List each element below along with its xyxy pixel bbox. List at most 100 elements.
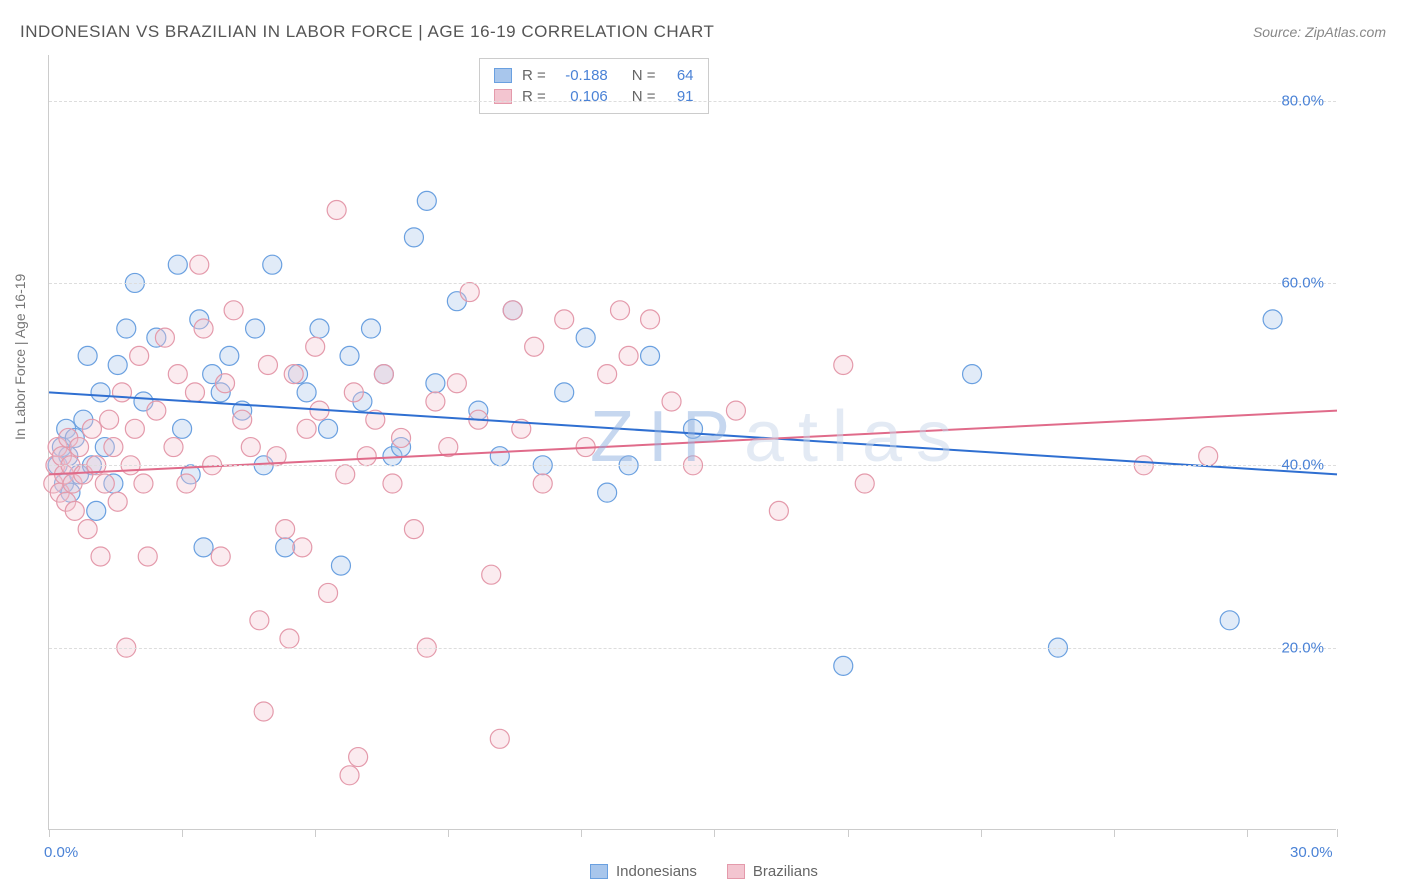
x-tick [448,829,449,837]
data-point [331,556,350,575]
data-point [319,419,338,438]
y-tick-label: 60.0% [1281,274,1324,291]
legend-series-label: Brazilians [753,863,818,880]
data-point [190,255,209,274]
data-point [134,474,153,493]
data-point [258,356,277,375]
data-point [297,383,316,402]
data-point [108,492,127,511]
data-point [417,191,436,210]
gridline [49,648,1336,649]
data-point [241,438,260,457]
data-point [555,383,574,402]
data-point [490,729,509,748]
data-point [168,255,187,274]
data-point [340,346,359,365]
x-tick-label: 0.0% [44,844,78,861]
legend-stats-row: R =-0.188N =64 [494,65,694,86]
data-point [276,538,295,557]
data-point [211,547,230,566]
y-tick-label: 40.0% [1281,457,1324,474]
data-point [619,346,638,365]
data-point [555,310,574,329]
data-point [1263,310,1282,329]
data-point [357,447,376,466]
legend-swatch [727,864,745,879]
data-point [82,419,101,438]
data-point [340,766,359,785]
legend-r-value: 0.106 [556,88,608,105]
data-point [404,228,423,247]
x-tick [1337,829,1338,837]
chart-title: INDONESIAN VS BRAZILIAN IN LABOR FORCE |… [20,22,714,42]
data-point [1199,447,1218,466]
x-tick [49,829,50,837]
data-point [1220,611,1239,630]
data-point [246,319,265,338]
data-point [224,301,243,320]
data-point [250,611,269,630]
data-point [117,319,136,338]
data-point [533,474,552,493]
y-tick-label: 80.0% [1281,92,1324,109]
data-point [78,346,97,365]
data-point [404,520,423,539]
data-point [263,255,282,274]
data-point [362,319,381,338]
data-point [95,474,114,493]
data-point [426,374,445,393]
legend-series-item: Indonesians [590,863,697,880]
x-tick [315,829,316,837]
data-point [138,547,157,566]
data-point [327,201,346,220]
data-point [426,392,445,411]
data-point [155,328,174,347]
source-attribution: Source: ZipAtlas.com [1253,24,1386,40]
data-point [78,520,97,539]
data-point [662,392,681,411]
x-tick [1247,829,1248,837]
data-point [963,365,982,384]
data-point [108,356,127,375]
data-point [641,310,660,329]
data-point [65,501,84,520]
legend-n-value: 64 [666,67,694,84]
data-point [280,629,299,648]
legend-r-label: R = [522,67,546,84]
data-point [460,283,479,302]
data-point [147,401,166,420]
data-point [525,337,544,356]
gridline [49,283,1336,284]
data-point [726,401,745,420]
x-tick [848,829,849,837]
plot-area: ZIPatlas R =-0.188N =64R =0.106N =91 20.… [48,55,1336,830]
x-tick [1114,829,1115,837]
legend-series-item: Brazilians [727,863,818,880]
data-point [306,337,325,356]
y-axis-label: In Labor Force | Age 16-19 [12,274,28,440]
data-point [177,474,196,493]
data-point [684,419,703,438]
data-point [392,428,411,447]
data-point [216,374,235,393]
data-point [293,538,312,557]
data-point [855,474,874,493]
legend-series-label: Indonesians [616,863,697,880]
data-point [168,365,187,384]
data-point [284,365,303,384]
data-point [130,346,149,365]
x-tick [581,829,582,837]
x-tick [981,829,982,837]
data-point [349,748,368,767]
data-point [336,465,355,484]
data-point [834,356,853,375]
data-point [383,474,402,493]
gridline [49,101,1336,102]
x-tick [714,829,715,837]
x-tick [182,829,183,837]
data-point [91,547,110,566]
data-point [482,565,501,584]
legend-r-label: R = [522,88,546,105]
data-point [233,410,252,429]
data-point [447,374,466,393]
